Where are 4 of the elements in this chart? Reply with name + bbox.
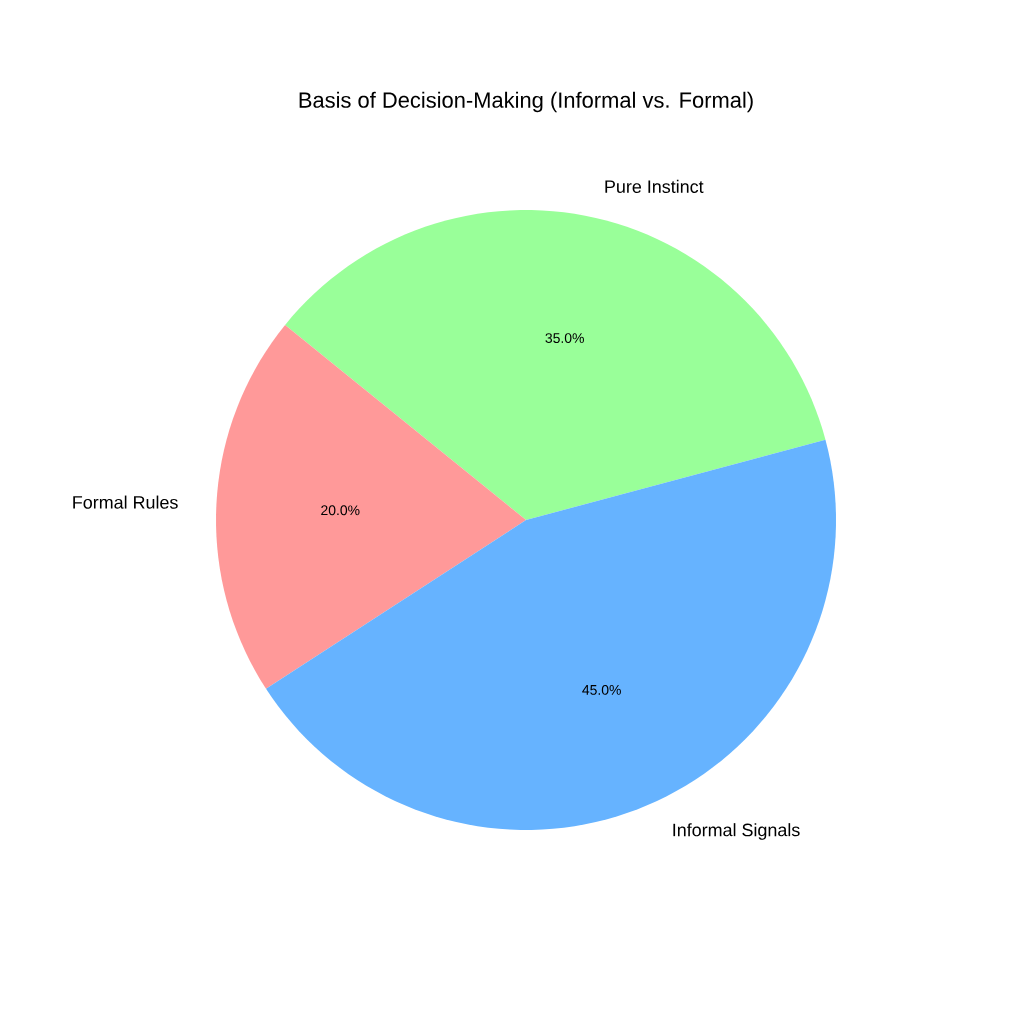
slice-label: Informal Signals xyxy=(673,823,800,840)
chart-title: Basis of Decision-Making (Informal vs. Formal) xyxy=(299,91,753,113)
slice-label: Formal Rules xyxy=(73,495,178,509)
slice-label: Pure Instinct xyxy=(605,179,704,194)
